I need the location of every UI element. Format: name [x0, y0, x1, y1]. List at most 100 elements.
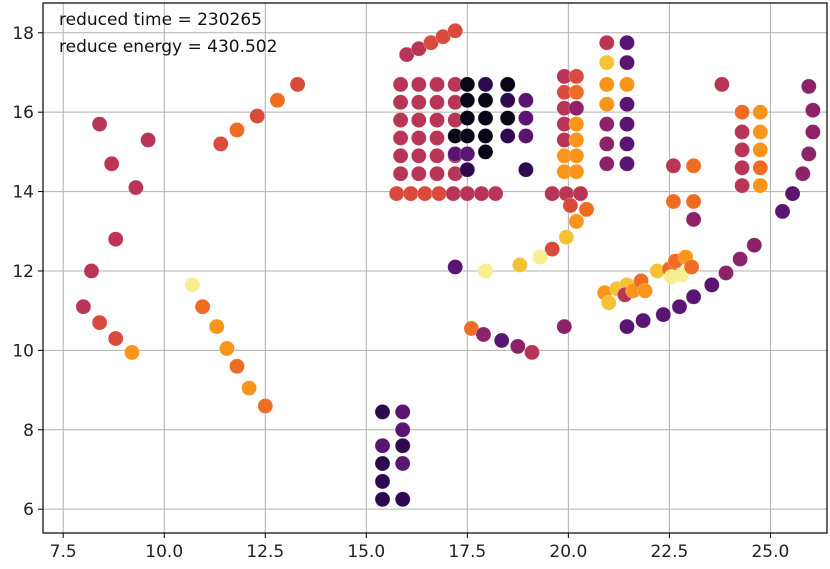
scatter-point: [635, 312, 651, 329]
x-tick-label: 7.5: [50, 542, 77, 562]
scatter-point: [524, 344, 540, 361]
scatter-point: [685, 158, 702, 174]
scatter-point: [429, 148, 445, 164]
y-tick-label: 10: [12, 341, 34, 361]
scatter-point: [410, 165, 427, 182]
scatter-point: [619, 156, 635, 172]
scatter-point: [429, 76, 445, 93]
scatter-point: [83, 263, 100, 279]
x-tick-label: 15.0: [347, 542, 385, 562]
scatter-point: [734, 177, 750, 194]
scatter-point: [568, 100, 585, 116]
scatter-point: [194, 298, 211, 315]
scatter-point: [249, 108, 266, 124]
scatter-point: [572, 185, 589, 202]
scatter-point: [619, 136, 635, 152]
scatter-point: [392, 165, 409, 182]
scatter-point: [752, 160, 769, 176]
scatter-point: [598, 54, 615, 71]
scatter-point: [410, 76, 427, 93]
annotation-time: reduced time = 230265: [59, 10, 262, 30]
scatter-point: [493, 332, 510, 349]
x-axis-ticks: 7.5 10.0 12.5 15.0 17.5 20.0 22.5 25.0: [50, 533, 789, 562]
scatter-point: [410, 148, 427, 164]
y-tick-label: 12: [12, 262, 34, 282]
scatter-point: [518, 128, 534, 144]
scatter-point: [544, 241, 561, 257]
scatter-point: [703, 277, 720, 293]
scatter-point: [392, 130, 409, 146]
scatter-point: [734, 124, 750, 140]
y-tick-label: 14: [12, 183, 34, 203]
scatter-point: [568, 116, 585, 132]
scatter-point: [477, 128, 494, 144]
scatter-point: [394, 491, 411, 508]
scatter-point: [598, 96, 615, 112]
scatter-point: [459, 161, 476, 178]
x-tick-label: 22.5: [650, 542, 688, 562]
scatter-point: [619, 34, 635, 51]
scatter-point: [107, 330, 124, 347]
scatter-point: [752, 104, 769, 120]
scatter-point: [598, 136, 615, 152]
scatter-point: [392, 76, 409, 93]
scatter-point: [499, 128, 516, 144]
scatter-point: [477, 263, 494, 279]
scatter-point: [213, 136, 229, 152]
scatter-point: [655, 306, 672, 323]
scatter-point: [374, 455, 391, 472]
scatter-point: [269, 92, 286, 109]
scatter-point: [544, 185, 561, 202]
y-tick-label: 16: [12, 103, 34, 123]
scatter-point: [568, 84, 585, 101]
scatter-point: [459, 92, 476, 109]
scatter-point: [209, 318, 225, 335]
scatter-point: [671, 298, 688, 315]
scatter-point: [568, 163, 585, 180]
scatter-point: [568, 213, 585, 230]
scatter-point: [75, 298, 92, 315]
scatter-point: [800, 146, 817, 162]
scatter-point: [459, 128, 476, 144]
scatter-point: [665, 158, 682, 174]
scatter-point: [477, 76, 494, 93]
scatter-point: [499, 110, 516, 126]
scatter-point: [392, 148, 409, 164]
scatter-point: [392, 94, 409, 111]
scatter-point: [445, 185, 462, 202]
scatter-point: [568, 148, 585, 164]
scatter-point: [734, 160, 750, 176]
scatter-point: [475, 326, 492, 343]
scatter-point: [800, 78, 817, 95]
scatter-point: [477, 110, 494, 126]
scatter-point: [410, 130, 427, 146]
data-points: [75, 22, 821, 508]
scatter-point: [685, 193, 702, 210]
scatter-point: [774, 203, 791, 220]
scatter-point: [619, 54, 635, 71]
scatter-point: [289, 76, 306, 93]
scatter-point: [568, 132, 585, 148]
scatter-point: [447, 22, 464, 39]
x-tick-label: 10.0: [145, 542, 183, 562]
scatter-point: [499, 76, 516, 93]
scatter-point: [241, 380, 257, 396]
scatter-point: [124, 344, 140, 361]
scatter-point: [429, 130, 445, 146]
x-tick-label: 20.0: [549, 542, 587, 562]
scatter-point: [459, 185, 476, 202]
scatter-point: [107, 231, 124, 247]
scatter-point: [499, 92, 516, 109]
scatter-point: [229, 122, 245, 138]
scatter-point: [600, 294, 617, 311]
scatter-point: [598, 116, 615, 132]
scatter-point: [637, 282, 653, 299]
scatter-point: [394, 421, 411, 438]
scatter-point: [417, 185, 433, 202]
scatter-point: [685, 288, 702, 305]
scatter-point: [459, 76, 476, 93]
scatter-point: [410, 40, 427, 57]
scatter-point: [746, 237, 763, 253]
scatter-point: [487, 185, 504, 202]
scatter-point: [374, 404, 391, 420]
